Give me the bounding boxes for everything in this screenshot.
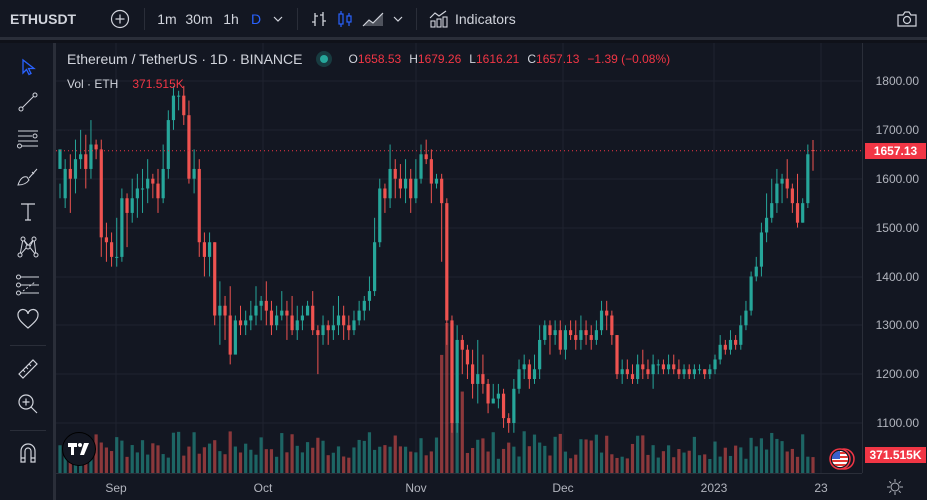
sun-settings-icon — [886, 478, 903, 495]
text-icon — [19, 202, 37, 222]
bars-chart-type-button[interactable] — [306, 4, 332, 34]
low-value: 1616.21 — [475, 52, 520, 66]
toolbar-divider — [10, 430, 46, 431]
price-label: 1100.00 — [876, 416, 920, 430]
tradingview-logo[interactable] — [62, 432, 96, 466]
cursor-icon — [20, 58, 36, 76]
us-flag-icon — [828, 447, 855, 471]
favorites-tool[interactable] — [14, 305, 42, 333]
compare-add-symbol-button[interactable] — [108, 4, 132, 34]
chart-settings-button[interactable] — [862, 473, 927, 500]
volume-legend: Vol · ETH 371.515K — [67, 77, 184, 91]
magnet-icon — [18, 442, 38, 464]
toolbar-divider — [297, 7, 298, 30]
brush-tool[interactable] — [14, 163, 42, 191]
open-key: O — [348, 52, 358, 66]
interval-d-button[interactable]: D — [250, 10, 262, 27]
price-label: 1600.00 — [875, 172, 919, 186]
market-open-status-icon[interactable] — [316, 51, 333, 67]
prediction-tool[interactable] — [14, 271, 42, 299]
plus-circle-icon — [110, 9, 130, 29]
volume-label[interactable]: Vol · ETH — [67, 77, 119, 91]
pattern-tool[interactable] — [14, 233, 42, 261]
last-volume-tag: 371.515K — [865, 447, 926, 463]
prediction-icon — [15, 274, 41, 296]
interval-dropdown-button[interactable] — [267, 4, 289, 34]
close-key: C — [527, 52, 537, 66]
zoom-in-tool[interactable] — [14, 390, 42, 418]
toolbar-divider — [10, 345, 46, 346]
chart-pane[interactable]: Ethereum / TetherUS · 1D · BINANCE O1658… — [56, 43, 927, 500]
indicators-button[interactable]: Indicators — [425, 4, 520, 34]
volume-value: 371.515K — [132, 77, 184, 91]
candles-chart-type-button[interactable] — [332, 4, 358, 34]
snapshot-button[interactable] — [893, 4, 921, 34]
zoom-in-icon — [17, 393, 39, 415]
cursor-tool[interactable] — [14, 53, 42, 81]
open-value: 1658.53 — [357, 52, 402, 66]
high-key: H — [409, 52, 418, 66]
time-label: 2023 — [700, 481, 728, 495]
interval-1m-button[interactable]: 1m — [157, 10, 177, 27]
close-value: 1657.13 — [536, 52, 580, 66]
measure-tool[interactable] — [14, 355, 42, 383]
price-label: 1300.00 — [875, 318, 919, 332]
drawing-toolbar — [0, 43, 56, 500]
chart-legend: Ethereum / TetherUS · 1D · BINANCE O1658… — [67, 51, 670, 67]
price-plot-area[interactable] — [56, 43, 862, 473]
chevron-down-icon — [393, 16, 403, 22]
ohlc-values: O1658.53 H1679.26 L1616.21 C1657.13 −1.3… — [348, 52, 670, 66]
price-label: 1400.00 — [875, 270, 919, 284]
time-label: 23 — [814, 481, 828, 495]
area-icon — [362, 11, 384, 27]
toolbar-divider — [144, 7, 145, 30]
last-price-tag: 1657.13 — [865, 143, 926, 159]
tradingview-logo-icon — [68, 443, 90, 455]
interval-1h-button[interactable]: 1h — [223, 10, 239, 27]
price-axis[interactable]: 1800.00 1700.00 1600.00 1500.00 1400.00 … — [862, 43, 927, 473]
area-chart-type-button[interactable] — [358, 4, 388, 34]
fib-tool[interactable] — [14, 125, 42, 153]
symbol-search-button[interactable]: ETHUSDT — [10, 10, 77, 27]
price-label: 1700.00 — [875, 123, 919, 137]
time-label: Dec — [552, 481, 574, 495]
chevron-down-icon — [273, 16, 283, 22]
price-label: 1200.00 — [875, 367, 919, 381]
candlestick-chart — [56, 43, 862, 473]
time-label: Oct — [253, 481, 273, 495]
camera-icon — [896, 10, 918, 28]
fib-retracement-icon — [16, 128, 40, 150]
high-value: 1679.26 — [417, 52, 462, 66]
trend-line-icon — [17, 91, 39, 113]
time-label: Sep — [105, 481, 127, 495]
price-label: 1500.00 — [875, 221, 919, 235]
favorites-heart-icon — [16, 308, 40, 330]
ruler-icon — [16, 357, 40, 381]
candles-icon — [336, 10, 354, 28]
events-flag-button[interactable] — [828, 447, 855, 471]
chart-type-dropdown-button[interactable] — [388, 4, 408, 34]
low-key: L — [469, 52, 476, 66]
indicators-label: Indicators — [455, 10, 516, 27]
price-label: 1800.00 — [875, 74, 919, 88]
interval-30m-button[interactable]: 30m — [185, 10, 213, 27]
pattern-icon — [16, 235, 40, 259]
time-label: Nov — [405, 481, 427, 495]
toolbar-divider — [416, 7, 417, 30]
magnet-tool[interactable] — [14, 439, 42, 467]
indicators-icon — [429, 10, 449, 28]
text-tool[interactable] — [14, 198, 42, 226]
time-axis[interactable]: Sep Oct Nov Dec 2023 23 — [56, 473, 862, 500]
trend-line-tool[interactable] — [14, 88, 42, 116]
top-toolbar: ETHUSDT 1m 30m 1h D Indicators — [0, 0, 927, 40]
brush-icon — [16, 166, 40, 188]
change-value: −1.39 (−0.08%) — [587, 52, 671, 66]
bars-icon — [310, 10, 328, 28]
symbol-title[interactable]: Ethereum / TetherUS · 1D · BINANCE — [67, 51, 303, 67]
